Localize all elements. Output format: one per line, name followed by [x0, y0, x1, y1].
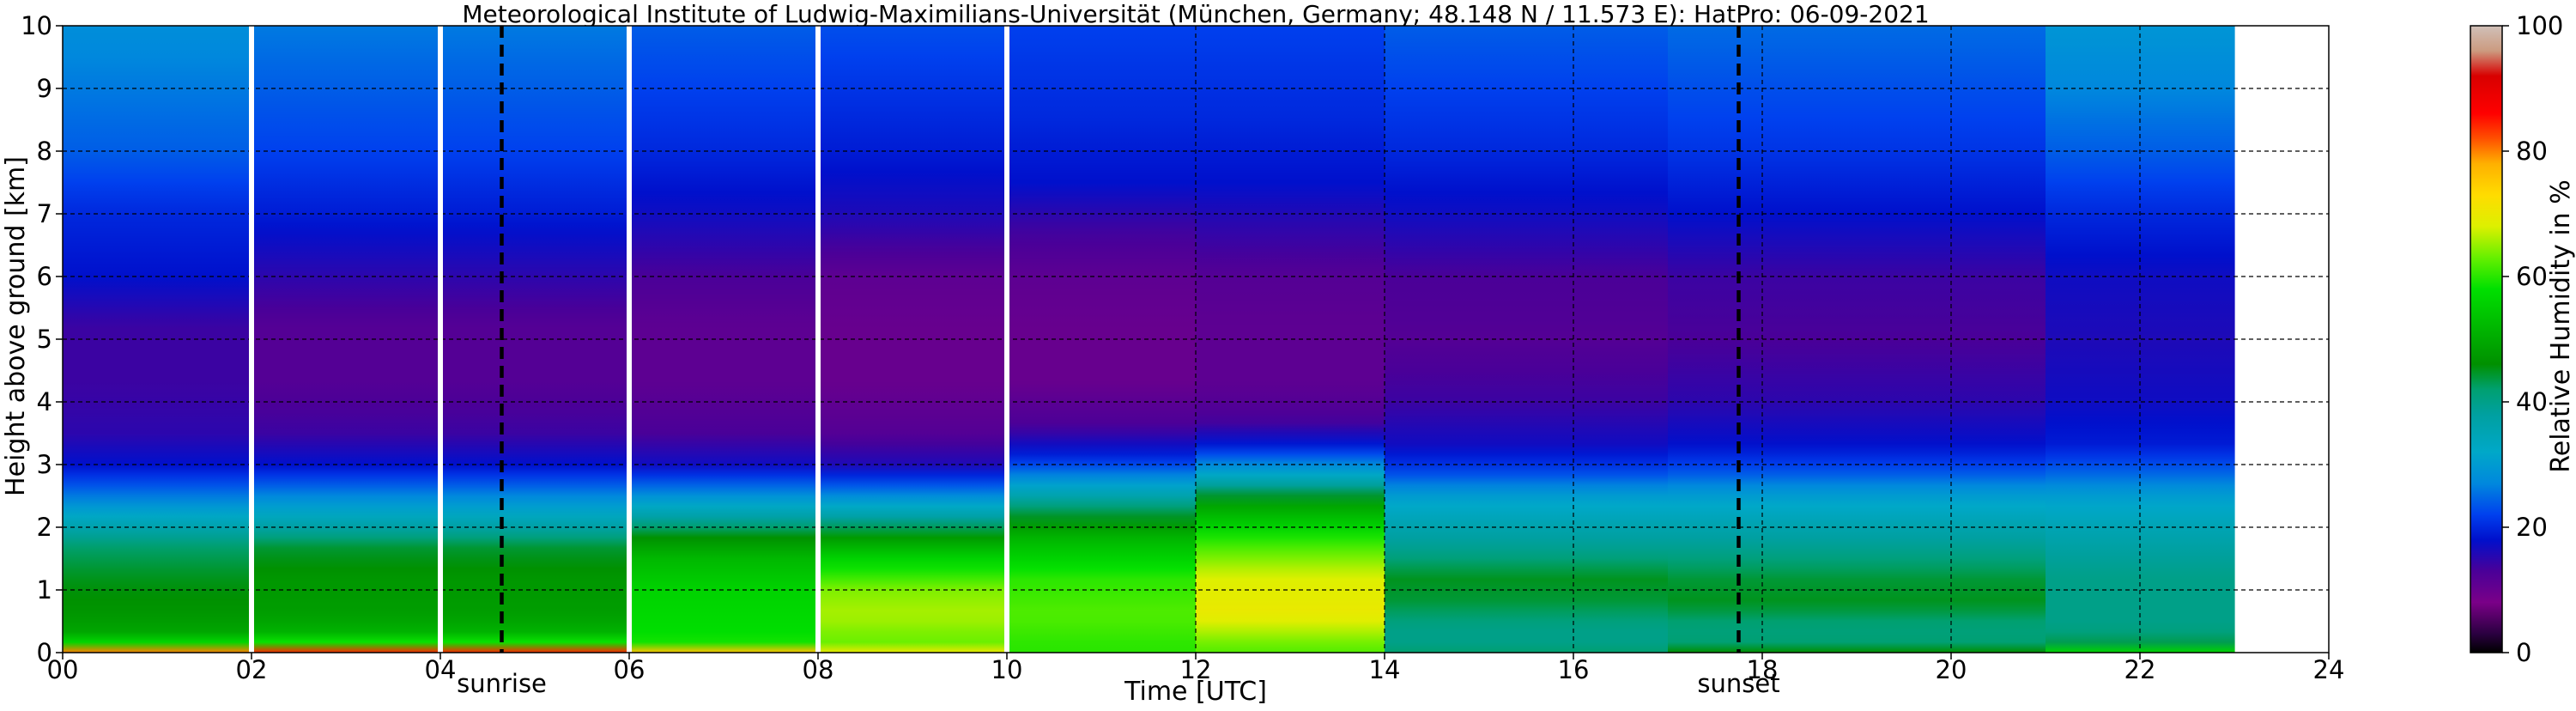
- x-tick-label: 16: [1558, 655, 1590, 684]
- y-tick-label: 5: [37, 325, 52, 354]
- y-axis-ticks: 0 1 2 3 4 5 6 7 8 9 10: [21, 11, 63, 667]
- data-gap: [438, 26, 443, 653]
- x-tick-label: 22: [2124, 655, 2156, 684]
- y-tick-label: 10: [21, 11, 52, 40]
- x-axis-ticks: 00 02 04 06 08 10 12 14 16 18 20 22 24: [47, 653, 2345, 684]
- data-gap: [1004, 26, 1009, 653]
- sun-events: sunrise sunset: [457, 26, 1780, 698]
- data-gaps: [249, 26, 1009, 653]
- colorbar-scale: [2470, 25, 2503, 653]
- y-tick-label: 6: [37, 262, 52, 291]
- y-tick-label: 9: [37, 74, 52, 103]
- x-tick-label: 02: [236, 655, 268, 684]
- x-tick-label: 24: [2313, 655, 2345, 684]
- x-tick-label: 14: [1369, 655, 1401, 684]
- x-tick-label: 06: [614, 655, 646, 684]
- colorbar-ticks: 0 20 40 60 80 100: [2502, 11, 2563, 667]
- y-tick-label: 0: [37, 638, 52, 667]
- x-tick-label: 00: [47, 655, 79, 684]
- chart-title: Meteorological Institute of Ludwig-Maxim…: [462, 0, 1929, 28]
- data-gap: [815, 26, 821, 653]
- colorbar-tick-label: 80: [2516, 137, 2548, 166]
- x-tick-label: 20: [1936, 655, 1967, 684]
- y-axis-label: Height above ground [km]: [1, 156, 31, 496]
- colorbar-tick-label: 0: [2516, 638, 2531, 667]
- event-label: sunset: [1697, 669, 1779, 698]
- colorbar-tick-label: 60: [2516, 262, 2548, 291]
- y-tick-label: 4: [37, 387, 52, 416]
- x-tick-label: 04: [425, 655, 457, 684]
- data-gap: [249, 26, 254, 653]
- colorbar-tick-label: 40: [2516, 387, 2548, 416]
- x-tick-label: 12: [1180, 655, 1212, 684]
- colorbar-label: Relative Humidity in %: [2546, 179, 2576, 472]
- y-tick-label: 1: [37, 575, 52, 605]
- colorbar-tick-label: 20: [2516, 513, 2548, 542]
- y-tick-label: 3: [37, 450, 52, 479]
- x-axis-label: Time [UTC]: [1124, 677, 1267, 707]
- event-label: sunrise: [457, 669, 547, 698]
- x-tick-label: 10: [991, 655, 1023, 684]
- colorbar: 0 20 40 60 80 100 Relative Humidity in %: [2470, 11, 2576, 667]
- colorbar-tick-label: 100: [2516, 11, 2563, 40]
- x-tick-label: 08: [803, 655, 834, 684]
- y-tick-label: 8: [37, 137, 52, 166]
- x-tick-label: 18: [1747, 655, 1779, 684]
- data-gap: [627, 26, 632, 653]
- y-tick-label: 7: [37, 199, 52, 228]
- y-tick-label: 2: [37, 513, 52, 542]
